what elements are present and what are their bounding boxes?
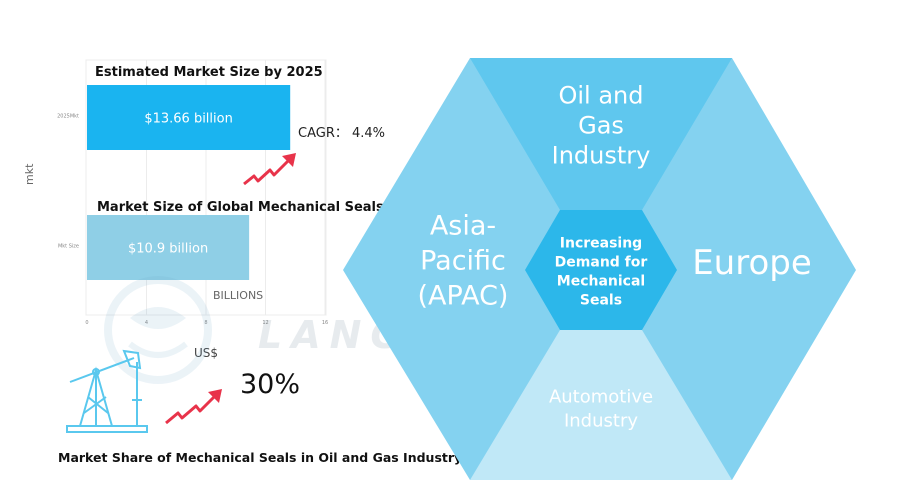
growth-arrow-icon [165,389,222,425]
hex-segment-top [470,58,732,210]
hexagon-labels: Oil and Gas Industry Asia-Pacific (APAC) Euro… [418,81,812,431]
unit-label: BILLIONS [213,289,263,302]
x-tick-label: 0 [85,320,88,326]
hex-label-center: Increasing Demand for Mechanical Seals [555,235,648,308]
bar-title-2025: Estimated Market Size by 2025 [95,65,323,80]
hex-center [525,210,677,330]
y-axis-label: mkt [23,163,36,185]
bar-value-label: $13.66 billion [144,112,233,127]
market-drivers-hexagon [343,58,856,480]
x-axis-label: US$ [194,346,218,360]
oil-gas-share-value: 30% [240,369,300,400]
market-size-chart: $13.66 billion $10.9 billion 0 4 8 12 16 2025… [23,59,385,360]
x-tick-label: 4 [145,320,148,326]
bar-value-label: $10.9 billion [128,242,208,257]
x-tick-label: 8 [204,320,207,326]
watermark-logo-icon [104,276,212,384]
hex-label-bottom: Automotive Industry [549,386,653,431]
bar-title-global: Market Size of Global Mechanical Seals [97,200,384,215]
cagr-annotation: CAGR： 4.4% [298,126,385,141]
oil-gas-share-caption: Market Share of Mechanical Seals in Oil … [58,450,462,465]
oil-rig-icon [66,349,148,433]
hex-label-left: Asia-Pacific (APAC) [418,210,509,311]
x-tick-label: 16 [322,320,328,326]
bar-1 [87,215,250,280]
hex-segment-bottom [470,330,732,480]
hex-label-right: Europe [692,243,812,283]
category-labels: 2025Mkt Mkt Size [57,114,79,250]
bar-0 [87,85,291,150]
hex-label-top: Oil and Gas Industry [552,81,651,169]
category-label: 2025Mkt [57,114,79,120]
x-tick-label: 12 [262,320,268,326]
x-ticks: 0 4 8 12 16 [85,320,328,326]
bars: $13.66 billion $10.9 billion [87,85,291,280]
growth-arrow-icon [243,153,296,186]
category-label: Mkt Size [58,244,79,250]
